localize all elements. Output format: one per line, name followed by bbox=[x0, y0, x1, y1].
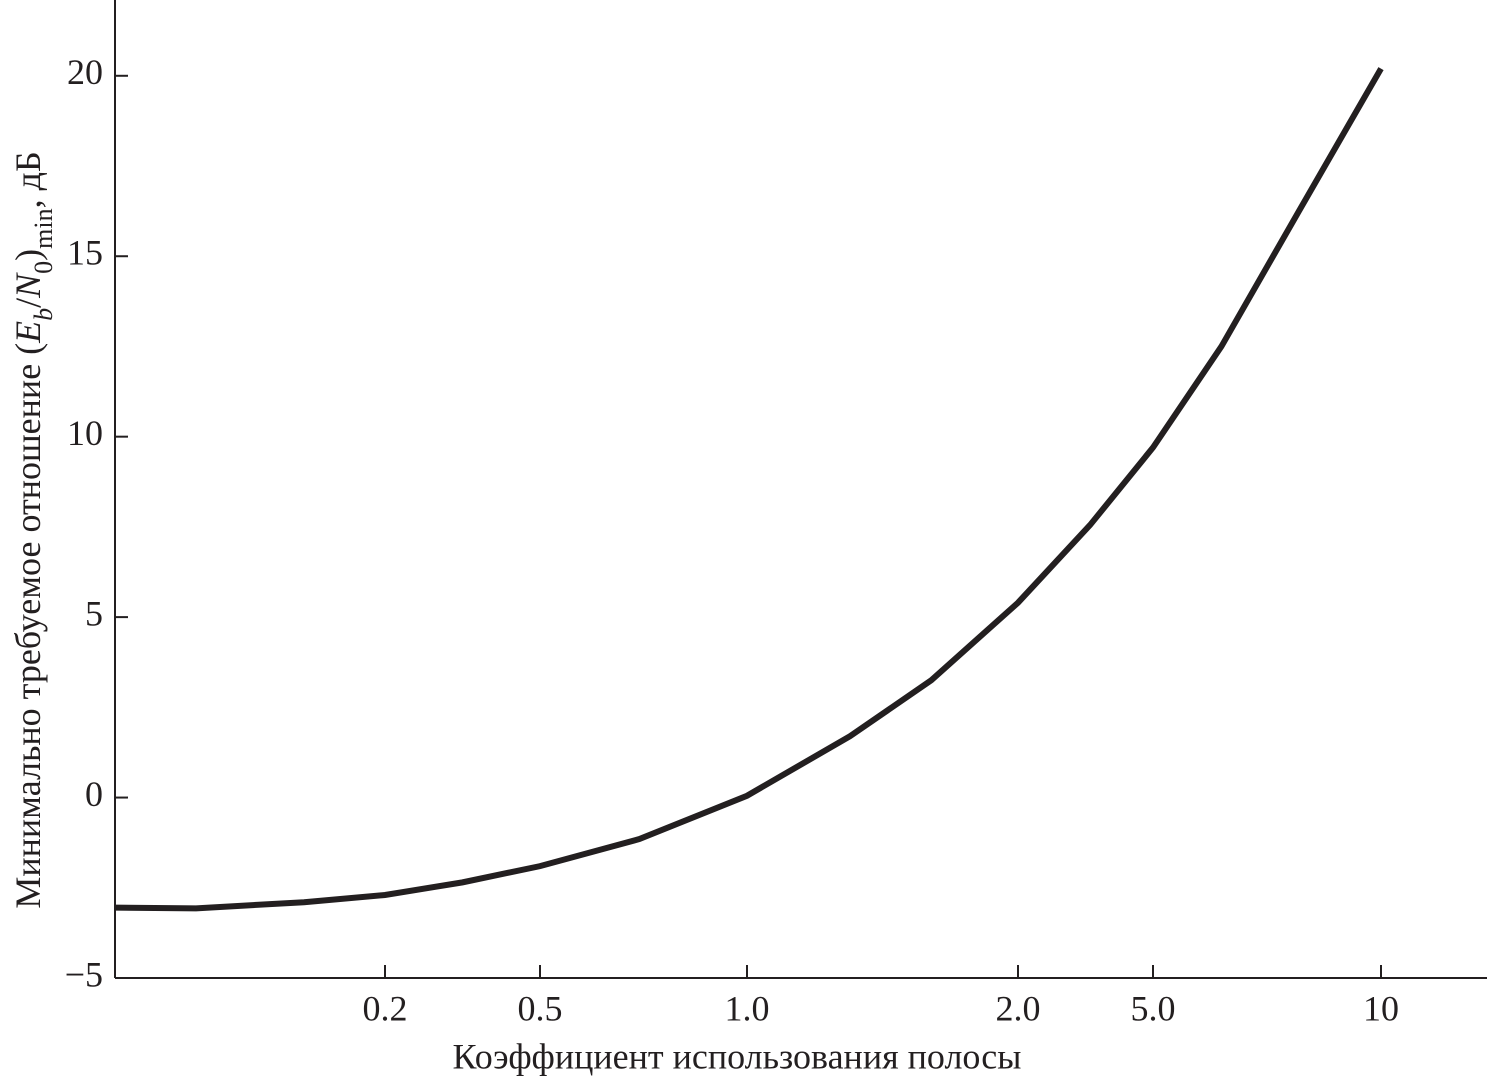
y-label-part: Минимально требуемое отношение ( bbox=[8, 343, 48, 909]
x-tick-label: 0.2 bbox=[363, 988, 408, 1028]
y-tick-label: 5 bbox=[85, 593, 103, 633]
y-tick-label: 20 bbox=[67, 52, 103, 92]
y-tick-label: 10 bbox=[67, 413, 103, 453]
x-tick-label: 0.5 bbox=[518, 988, 563, 1028]
x-axis-label: Коэффициент использования полосы bbox=[453, 1036, 1022, 1076]
x-tick-label: 5.0 bbox=[1131, 988, 1176, 1028]
y-label-part: min bbox=[29, 208, 58, 248]
y-label-part: , дБ bbox=[8, 151, 48, 208]
x-tick-label: 10 bbox=[1363, 988, 1399, 1028]
y-label-part: ) bbox=[8, 249, 48, 261]
y-axis-label: Минимально требуемое отношение (Eb/N0)mi… bbox=[8, 151, 58, 908]
y-label-part: / bbox=[8, 298, 48, 308]
y-tick-label: 15 bbox=[67, 232, 103, 272]
y-label-part: b bbox=[29, 308, 58, 321]
curve bbox=[114, 67, 1384, 912]
y-label-part: N bbox=[8, 272, 48, 299]
y-tick-label: 0 bbox=[85, 774, 103, 814]
y-label-part: E bbox=[8, 321, 48, 344]
y-label-part: 0 bbox=[29, 261, 58, 274]
x-tick-label: 1.0 bbox=[725, 988, 770, 1028]
x-tick-label: 2.0 bbox=[996, 988, 1041, 1028]
y-tick-label: −5 bbox=[65, 954, 103, 994]
